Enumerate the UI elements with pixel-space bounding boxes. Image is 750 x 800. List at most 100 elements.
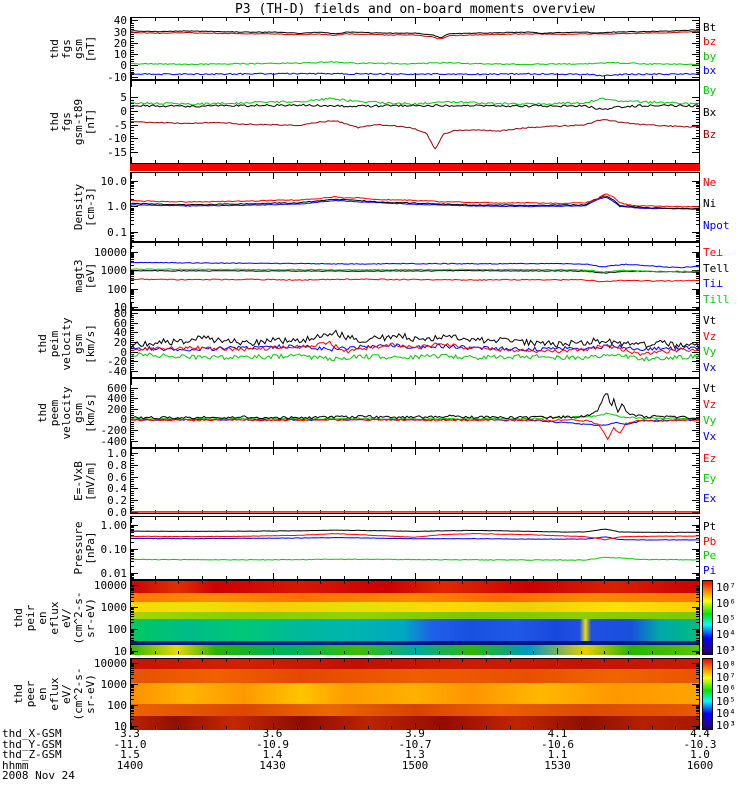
ytick-label: 10000 [93, 657, 127, 670]
axis-tick [696, 210, 699, 211]
axis-tick [696, 327, 699, 328]
axis-tick [581, 306, 582, 309]
axis-tick [344, 726, 345, 729]
axis-tick [696, 529, 699, 530]
axis-tick [696, 542, 699, 543]
axis-tick [155, 238, 156, 241]
axis-tick [557, 157, 558, 163]
axis-tick [131, 690, 134, 691]
axis-tick [131, 47, 134, 48]
axis-tick [368, 173, 369, 176]
axis-tick [391, 581, 392, 584]
axis-tick [202, 651, 203, 654]
ylabel-peer-en-eflux: thd peer en eflux eV/ (cm^2-s- sr-eV) [12, 667, 97, 721]
ytick-label: 0 [120, 59, 127, 72]
axis-tick [510, 449, 511, 452]
axis-tick [131, 319, 134, 320]
ylabel-efield: E=-VxB [mV/m] [72, 461, 97, 501]
axis-value: 1500 [401, 758, 429, 772]
axis-tick [692, 111, 699, 112]
axis-tick [696, 474, 699, 475]
axis-tick [696, 63, 699, 64]
axis-tick [696, 530, 699, 531]
axis-tick [415, 723, 416, 729]
axis-tick [131, 379, 132, 385]
axis-tick [297, 160, 298, 163]
axis-tick [486, 581, 487, 584]
axis-tick [226, 160, 227, 163]
axis-tick [131, 634, 134, 635]
axis-tick [226, 581, 227, 584]
panel-peem-velocity-gsm [130, 378, 700, 448]
axis-tick [439, 18, 440, 21]
axis-tick [696, 491, 699, 492]
axis-tick [178, 173, 179, 176]
axis-tick [696, 719, 699, 720]
axis-tick [297, 374, 298, 377]
axis-tick [155, 306, 156, 309]
axis-tick [202, 238, 203, 241]
axis-tick [692, 289, 699, 290]
axis-tick [696, 240, 699, 241]
panel-pressure [130, 516, 700, 580]
axis-tick [581, 726, 582, 729]
axis-tick [696, 290, 699, 291]
axis-tick [297, 517, 298, 520]
axis-tick [131, 640, 134, 641]
axis-tick [696, 186, 699, 187]
axis-tick [557, 81, 558, 87]
axis-tick [273, 648, 274, 654]
axis-tick [533, 81, 534, 84]
axis-tick [131, 400, 134, 401]
axis-tick [628, 379, 629, 382]
axis-tick [297, 173, 298, 176]
axis-tick [131, 653, 134, 654]
colorbar-tick-label: 10⁷ [716, 671, 736, 684]
axis-tick [581, 651, 582, 654]
axis-tick [273, 507, 274, 513]
axis-tick [131, 472, 134, 473]
axis-tick [581, 517, 582, 520]
axis-tick [131, 616, 134, 617]
panel-peir-en-eflux [130, 580, 700, 655]
ytick-label: 0.0 [107, 506, 127, 519]
axis-tick [696, 436, 699, 437]
axis-tick [131, 588, 134, 589]
axis-tick [320, 238, 321, 241]
axis-tick [131, 278, 134, 279]
axis-tick [131, 136, 134, 137]
axis-tick [131, 199, 134, 200]
axis-tick [155, 449, 156, 452]
axis-tick [675, 651, 676, 654]
axis-tick [131, 392, 134, 393]
axis-tick [696, 296, 699, 297]
axis-tick [131, 573, 138, 574]
axis-tick [226, 18, 227, 21]
axis-tick [696, 276, 699, 277]
series-Pe [131, 556, 699, 561]
axis-tick [510, 576, 511, 579]
axis-tick [696, 498, 699, 499]
axis-tick [696, 149, 699, 150]
axis-tick [696, 574, 699, 575]
axis-tick [131, 149, 134, 150]
axis-tick [415, 371, 416, 377]
axis-tick [696, 588, 699, 589]
axis-tick [344, 160, 345, 163]
axis-tick [297, 576, 298, 579]
axis-tick [297, 726, 298, 729]
axis-tick [692, 125, 699, 126]
axis-tick [533, 238, 534, 241]
axis-tick [692, 307, 699, 308]
axis-tick [696, 690, 699, 691]
axis-tick [652, 243, 653, 246]
ytick-label: 100 [107, 283, 127, 296]
axis-tick [696, 652, 699, 653]
axis-tick [675, 306, 676, 309]
series-plot-pressure [131, 528, 699, 561]
axis-tick [604, 581, 605, 584]
axis-tick [297, 311, 298, 314]
axis-tick [131, 692, 134, 693]
axis-tick [391, 379, 392, 382]
axis-tick [696, 507, 699, 508]
